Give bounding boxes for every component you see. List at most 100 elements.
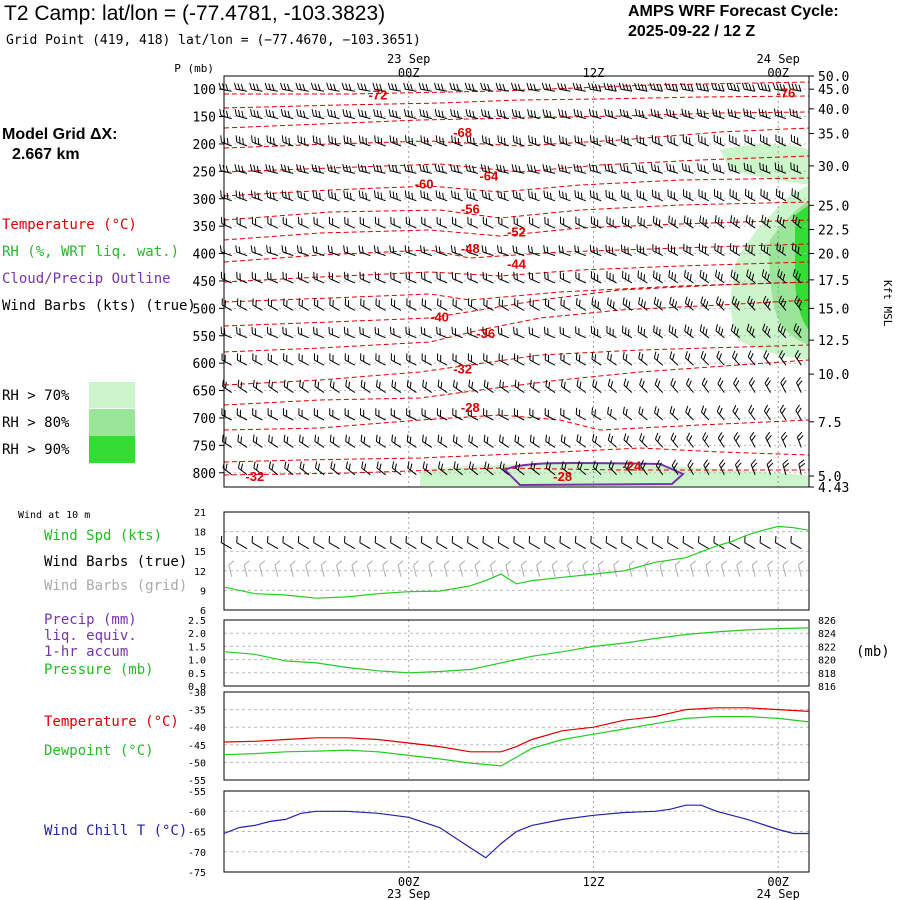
wind-barb-400-19-flag-1 — [515, 246, 518, 254]
wind-barb-250-14-flag-2 — [441, 165, 444, 173]
wind-barb-150-31-flag-2 — [703, 110, 706, 118]
rh70-region-low — [420, 463, 809, 486]
wind-barb-250-21-flag-0 — [542, 164, 545, 171]
wind-barb-600-4-flag-0 — [283, 353, 285, 361]
wind-barb-450-29 — [668, 270, 679, 284]
wind-barb-700-22-flag-1 — [563, 409, 565, 417]
wind-barb-450-34-staff — [746, 275, 756, 284]
wind-barb-600-10 — [375, 353, 386, 366]
wind-barb-600-35-flag-1 — [765, 353, 770, 360]
temperature-label-15: -32 — [245, 469, 264, 484]
wind-barb-350-31-flag-2 — [705, 219, 707, 227]
wind-barb-250-4-flag-2 — [287, 165, 290, 173]
wind-barb-250-16-flag-1 — [468, 164, 472, 172]
temperature-contour-10 — [223, 281, 810, 303]
wind-barb-300-14-flag-0 — [435, 190, 438, 198]
wind-barb-800-24 — [592, 460, 602, 476]
true-barb-1-staff — [236, 542, 248, 550]
wind-barb-100-25-flag-1 — [606, 83, 610, 91]
wind-barb-800-14-staff — [438, 467, 448, 476]
wind-barb-350-13-flag-0 — [421, 216, 423, 224]
wind-barb-250-19-flag-2 — [518, 165, 521, 173]
wind-barb-150-5 — [296, 109, 309, 120]
wind-barb-750-10-staff — [376, 440, 386, 448]
wind-barb-550-17 — [482, 326, 494, 339]
wind-barb-200-26-flag-1 — [624, 136, 626, 144]
wind-barb-200-35-flag-2 — [766, 137, 768, 145]
wind-panel-ytick-1: 9 — [200, 586, 206, 597]
wind-barb-200-29-staff — [667, 141, 679, 147]
grid-barb-8-flag-0 — [351, 560, 358, 566]
wind-barb-350-3 — [267, 216, 279, 229]
wind-barb-800-14-flag-0 — [438, 461, 441, 469]
wind-barb-300-18-flag-0 — [497, 190, 499, 198]
wind-barb-200-7-flag-2 — [334, 137, 337, 145]
wind-barb-150-1-flag-2 — [241, 110, 244, 118]
wind-barb-150-4-staff — [282, 115, 294, 120]
wind-barb-200-12 — [404, 135, 417, 147]
wind-barb-400-9 — [358, 245, 371, 257]
wind-barb-250-9-staff — [359, 170, 371, 174]
wind-barb-500-18-flag-0 — [498, 298, 500, 306]
wind-barb-600-33-flag-1 — [734, 353, 738, 360]
wind-barb-200-7 — [328, 135, 340, 147]
wind-barb-100-27-staff — [636, 88, 648, 92]
wind-barb-600-28 — [653, 351, 664, 366]
wind-barb-200-13-flag-0 — [420, 135, 423, 143]
wind-barb-250-11-flag-2 — [395, 165, 398, 173]
wind-barb-800-3-flag-0 — [268, 461, 272, 469]
true-barb-5-staff — [298, 542, 309, 550]
wind-barb-400-1-staff — [236, 251, 248, 257]
wind-barbs-upper-air — [218, 82, 806, 476]
wind-barb-300-1 — [235, 190, 248, 202]
wind-barb-250-21-flag-2 — [549, 165, 552, 173]
wind-barb-700-33 — [732, 405, 741, 421]
wind-barb-300-12-flag-2 — [411, 192, 414, 200]
wind-barb-300-23-flag-2 — [580, 192, 583, 200]
wind-barb-200-31-flag-0 — [698, 134, 700, 142]
wind-barb-300-25-flag-2 — [611, 192, 614, 200]
wind-barb-150-23-flag-2 — [580, 110, 583, 118]
wind-barb-600-23-flag-1 — [578, 354, 581, 362]
wind-barb-300-26-flag-2 — [627, 192, 629, 200]
wind-barb-350-8-staff — [344, 223, 356, 229]
grid-barb-20-flag-0 — [536, 560, 543, 566]
wind-barb-450-25 — [606, 271, 617, 284]
wind-barb-700-26 — [622, 406, 633, 421]
true-barb-14-staff — [436, 542, 448, 550]
wind-barb-750-36-flag-0 — [781, 431, 787, 438]
wind-barb-150-2-flag-2 — [256, 110, 260, 118]
wind-barb-400-25-flag-1 — [608, 246, 611, 253]
wind-barb-750-29 — [670, 432, 679, 448]
wind-barb-300-2 — [250, 190, 263, 202]
grid-barb-3 — [274, 560, 281, 577]
wind-barb-550-19-flag-1 — [516, 328, 518, 335]
wind-barb-200-36-flag-1 — [778, 135, 780, 143]
wind-barb-450-5-staff — [298, 278, 309, 284]
wind-barb-450-31-flag-1 — [702, 271, 705, 279]
wind-barb-750-26-staff — [623, 439, 633, 448]
grid-barb-11-staff — [397, 565, 402, 577]
wind-barb-550-35-staff — [762, 329, 771, 339]
wind-barb-800-8-flag-0 — [345, 461, 349, 469]
wind-barb-250-35-flag-0 — [759, 162, 761, 170]
wind-barb-550-26-flag-0 — [621, 325, 624, 333]
wind-barb-300-17-staff — [482, 196, 494, 202]
wind-barb-100-21-flag-2 — [548, 83, 552, 91]
wind-barb-700-3-flag-0 — [267, 408, 269, 416]
true-barb-17-staff — [482, 542, 494, 550]
wind-barb-200-10-flag-1 — [377, 136, 380, 144]
wind-barb-250-28-flag-2 — [657, 165, 660, 173]
wind-barb-650-24-staff — [592, 385, 602, 393]
wind-barb-800-22 — [561, 461, 571, 476]
wind-barb-150-34-flag-1 — [746, 109, 749, 117]
wind-barb-550-21-flag-0 — [543, 326, 546, 334]
wind-barb-450-22 — [559, 271, 571, 284]
wind-barb-250-9-flag-2 — [364, 165, 367, 173]
wind-barb-550-24-staff — [591, 332, 602, 339]
wind-barb-100-18-staff — [497, 88, 509, 92]
wind-barb-450-23-staff — [575, 277, 587, 284]
wind-barb-600-19-flag-1 — [517, 354, 519, 362]
wind-barb-450-27-flag-1 — [640, 272, 642, 280]
true-barb-11-staff — [390, 542, 402, 550]
